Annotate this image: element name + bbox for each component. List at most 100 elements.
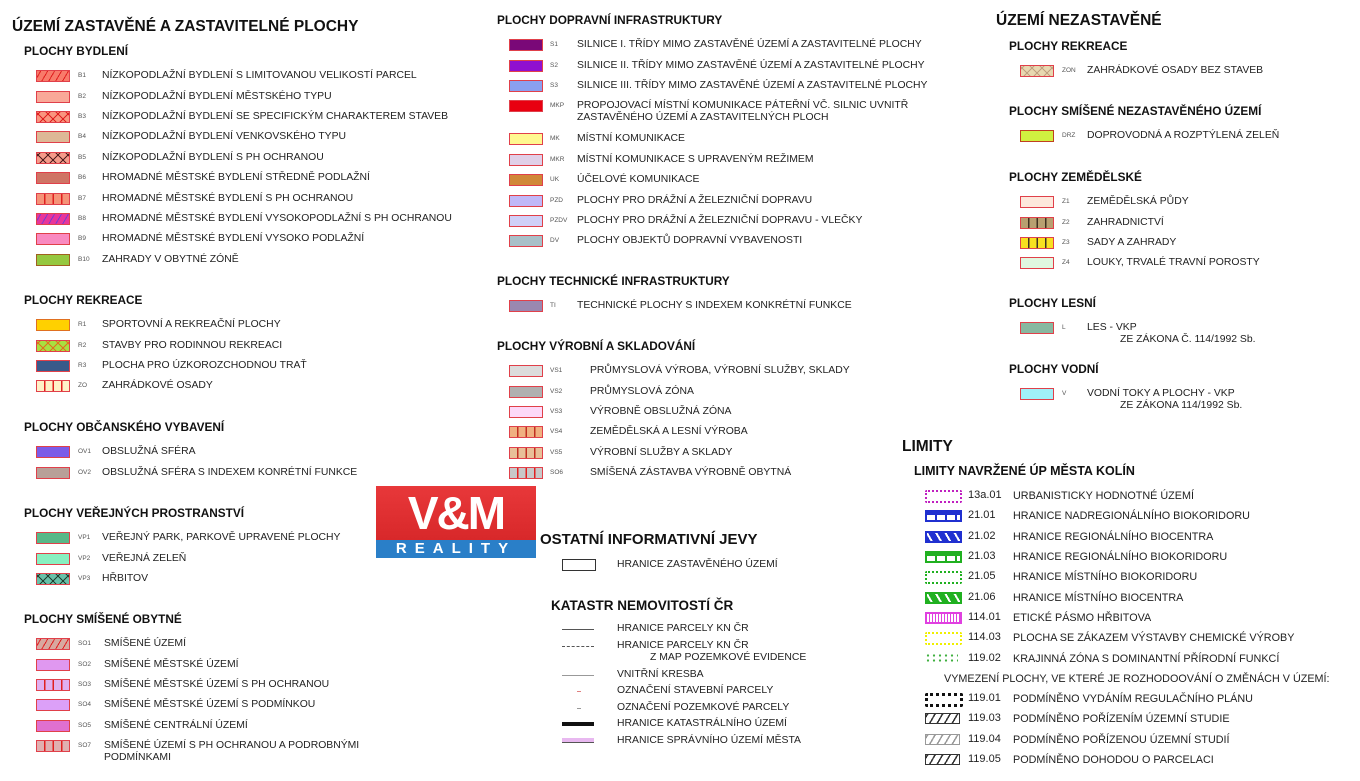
- legend-section-nez-rekreace: PLOCHY REKREACE ZON ZAHRÁDKOVÉ OSADY BEZ S…: [1009, 36, 1263, 81]
- legend-label: LES - VKP ZE ZÁKONA Č. 114/1992 Sb.: [1087, 322, 1256, 346]
- legend-item: ZO ZAHRÁDKOVÉ OSADY: [24, 376, 213, 396]
- legend-label-line: HRANICE REGIONÁLNÍHO BIOCENTRA: [1013, 530, 1214, 543]
- legend-section-lesni: PLOCHY LESNÍ L LES - VKP ZE ZÁKONA Č. 114/1…: [1009, 293, 1256, 351]
- legend-code: B6: [78, 174, 86, 182]
- legend-swatch-icon: [925, 754, 960, 765]
- legend-label-line: SMÍŠENÉ ÚZEMÍ: [104, 638, 186, 650]
- legend-label-line: PLOCHY OBJEKTŮ DOPRAVNÍ VYBAVENOSTI: [577, 235, 803, 247]
- legend-label-line: SMÍŠENÉ MĚSTSKÉ ÚZEMÍ S PODMÍNKOU: [104, 699, 316, 711]
- legend-swatch-icon: [36, 192, 70, 205]
- legend-label: VNITŘNÍ KRESBA: [617, 669, 704, 681]
- legend-code: 114.03: [968, 631, 1001, 644]
- legend-label: PODMÍNĚNO POŘÍZENOU ÚZEMNÍ STUDIÍ: [1013, 734, 1230, 746]
- legend-label: SPORTOVNÍ A REKREAČNÍ PLOCHY: [102, 319, 281, 331]
- legend-label-line: URBANISTICKY HODNOTNÉ ÚZEMÍ: [1013, 490, 1194, 503]
- legend-label: VEŘEJNÁ ZELEŇ: [102, 553, 186, 565]
- legend-swatch-icon: [925, 713, 960, 725]
- legend-label: HRANICE PARCELY KN ČR: [617, 623, 749, 635]
- legend-code: S2: [550, 61, 558, 69]
- title-uzemi-nezastavene: ÚZEMÍ NEZASTAVĚNÉ: [996, 12, 1162, 29]
- legend-swatch-icon: [562, 629, 594, 630]
- legend-swatch-icon: [509, 39, 543, 52]
- legend-label-line: HRANICE MÍSTNÍHO BIOCENTRA: [1013, 591, 1184, 604]
- legend-item: MKP PROPOJOVACÍ MÍSTNÍ KOMUNIKACE PÁTEŘNÍ…: [497, 96, 908, 129]
- legend-label: HRANICE ZASTAVĚNÉHO ÚZEMÍ: [617, 559, 778, 571]
- legend-item: Z2 ZAHRADNICTVÍ: [1009, 212, 1164, 232]
- legend-item: DRZ DOPROVODNÁ A ROZPTÝLENÁ ZELEŇ: [1009, 126, 1279, 146]
- legend-label-line: HRANICE NADREGIONÁLNÍHO BIOKORIDORU: [1013, 510, 1250, 523]
- legend-item: UK ÚČELOVÉ KOMUNIKACE: [497, 170, 722, 190]
- legend-label-line: ZE ZÁKONA Č. 114/1992 Sb.: [1120, 334, 1256, 346]
- legend-label-line: VEŘEJNÝ PARK, PARKOVĚ UPRAVENÉ PLOCHY: [102, 532, 341, 544]
- title-limity: LIMITY: [902, 438, 953, 455]
- legend-code: 114.01: [968, 610, 1001, 623]
- legend-code: SO2: [78, 660, 92, 668]
- legend-code: Z3: [1062, 238, 1070, 246]
- legend-label: OZNAČENÍ STAVEBNÍ PARCELY: [617, 685, 773, 697]
- legend-label-line: HRANICE MÍSTNÍHO BIOKORIDORU: [1013, 571, 1198, 584]
- legend-label: PROPOJOVACÍ MÍSTNÍ KOMUNIKACE PÁTEŘNÍ VČ…: [577, 100, 908, 124]
- legend-label: MÍSTNÍ KOMUNIKACE: [577, 133, 685, 145]
- legend-label: SMÍŠENÉ CENTRÁLNÍ ÚZEMÍ: [104, 720, 248, 732]
- legend-code: S1: [550, 41, 558, 49]
- legend-swatch-icon: [562, 722, 594, 727]
- legend-swatch-icon: [36, 446, 70, 459]
- legend-label: SMÍŠENÉ MĚSTSKÉ ÚZEMÍ S PH OCHRANOU: [104, 679, 329, 691]
- legend-item: SO7 SMÍŠENÉ ÚZEMÍ S PH OCHRANOU A PODROBN…: [24, 736, 359, 769]
- legend-item: OV2 OBSLUŽNÁ SFÉRA S INDEXEM KONRÉTNÍ FUN…: [24, 462, 357, 482]
- legend-label-line: HROMADNÉ MĚSTSKÉ BYDLENÍ S PH OCHRANOU: [102, 192, 354, 204]
- legend-item: B3 NÍZKOPODLAŽNÍ BYDLENÍ SE SPECIFICKÝM C…: [24, 107, 448, 127]
- legend-label-line: HROMADNÉ MĚSTSKÉ BYDLENÍ VYSOKOPODLAŽNÍ …: [102, 212, 452, 224]
- legend-label-line: ZAHRADNICTVÍ: [1087, 216, 1164, 228]
- legend-label: SMÍŠENÉ MĚSTSKÉ ÚZEMÍ: [104, 659, 239, 671]
- legend-item: OZNAČENÍ POZEMKOVÉ PARCELY: [551, 700, 789, 717]
- legend-item: MKR MÍSTNÍ KOMUNIKACE S UPRAVENÝM REŽIMEM: [497, 150, 814, 170]
- legend-swatch-icon: [36, 552, 70, 565]
- legend-label-line: SPORTOVNÍ A REKREAČNÍ PLOCHY: [102, 319, 281, 331]
- legend-item: OZNAČENÍ STAVEBNÍ PARCELY: [551, 683, 773, 700]
- legend-label: NÍZKOPODLAŽNÍ BYDLENÍ S LIMITOVANOU VELI…: [102, 70, 417, 82]
- legend-code: 21.01: [968, 509, 996, 522]
- legend-label-line: HRANICE PARCELY KN ČR: [617, 639, 749, 651]
- legend-label-line: LES - VKP: [1087, 322, 1137, 334]
- legend-item: L LES - VKP ZE ZÁKONA Č. 114/1992 Sb.: [1009, 318, 1256, 351]
- legend-swatch-icon: [36, 719, 70, 732]
- legend-label-line: ZEMĚDĚLSKÁ A LESNÍ VÝROBA: [590, 426, 748, 438]
- legend-code: VP2: [78, 554, 91, 562]
- legend-label: MÍSTNÍ KOMUNIKACE S UPRAVENÝM REŽIMEM: [577, 154, 814, 166]
- legend-label-line: OBSLUŽNÁ SFÉRA: [102, 446, 196, 458]
- legend-label-line: PRŮMYSLOVÁ ZÓNA: [590, 385, 694, 397]
- legend-label: HRANICE KATASTRÁLNÍHO ÚZEMÍ: [617, 718, 787, 730]
- legend-label-line: ZAHRÁDKOVÉ OSADY BEZ STAVEB: [1087, 65, 1264, 77]
- legend-label: NÍZKOPODLAŽNÍ BYDLENÍ MĚSTSKÉHO TYPU: [102, 91, 332, 103]
- legend-label: HRANICE MÍSTNÍHO BIOKORIDORU: [1013, 571, 1197, 583]
- legend-label-line: TECHNICKÉ PLOCHY S INDEXEM KONKRÉTNÍ FUN…: [577, 300, 852, 312]
- section-heading: PLOCHY ZEMĚDĚLSKÉ: [1009, 170, 1142, 184]
- legend-swatch-icon: [509, 214, 543, 227]
- section-heading: LIMITY NAVRŽENÉ ÚP MĚSTA KOLÍN: [914, 464, 1135, 478]
- legend-section-rekreace: PLOCHY REKREACE R1 SPORTOVNÍ A REKREAČNÍ P…: [24, 290, 307, 397]
- legend-label: SADY A ZAHRADY: [1087, 237, 1176, 249]
- legend-item: 119.03 PODMÍNĚNO POŘÍZENÍM ÚZEMNÍ STUDIE: [914, 709, 1230, 729]
- legend-label: OBSLUŽNÁ SFÉRA S INDEXEM KONRÉTNÍ FUNKCE: [102, 467, 357, 479]
- legend-section-katastr: KATASTR NEMOVITOSTÍ ČR HRANICE PARCELY KN…: [551, 596, 806, 749]
- legend-code: S3: [550, 81, 558, 89]
- legend-item: 119.04 PODMÍNĚNO POŘÍZENOU ÚZEMNÍ STUDIÍ: [914, 730, 1230, 750]
- legend-item: MK MÍSTNÍ KOMUNIKACE: [497, 129, 722, 149]
- legend-label-line: NÍZKOPODLAŽNÍ BYDLENÍ VENKOVSKÉHO TYPU: [102, 131, 347, 143]
- legend-code: OV2: [78, 468, 92, 476]
- legend-swatch-icon: [925, 611, 962, 624]
- legend-section-zemedelske: PLOCHY ZEMĚDĚLSKÉ Z1 ZEMĚDĚLSKÁ PŮDY Z2 ZAHR…: [1009, 167, 1260, 274]
- legend-item: HRANICE ZASTAVĚNÉHO ÚZEMÍ: [540, 555, 778, 575]
- legend-label: ETICKÉ PÁSMO HŘBITOVA: [1013, 612, 1151, 624]
- legend-swatch-icon: [562, 645, 594, 647]
- legend-label-line: PODMÍNĚNO VYDÁNÍM REGULAČNÍHO PLÁNU: [1013, 693, 1253, 706]
- legend-label: ZEMĚDĚLSKÁ A LESNÍ VÝROBA: [590, 426, 748, 438]
- legend-label-line: SMÍŠENÉ MĚSTSKÉ ÚZEMÍ S PH OCHRANOU: [104, 678, 330, 690]
- legend-code: TI: [550, 302, 556, 310]
- legend-item: VP1 VEŘEJNÝ PARK, PARKOVĚ UPRAVENÉ PLOCHY: [24, 528, 340, 548]
- legend-swatch-icon: [36, 466, 70, 479]
- legend-label: KRAJINNÁ ZÓNA S DOMINANTNÍ PŘÍRODNÍ FUNK…: [1013, 653, 1279, 665]
- legend-swatch-icon: [509, 426, 543, 439]
- legend-label: URBANISTICKY HODNOTNÉ ÚZEMÍ: [1013, 490, 1194, 502]
